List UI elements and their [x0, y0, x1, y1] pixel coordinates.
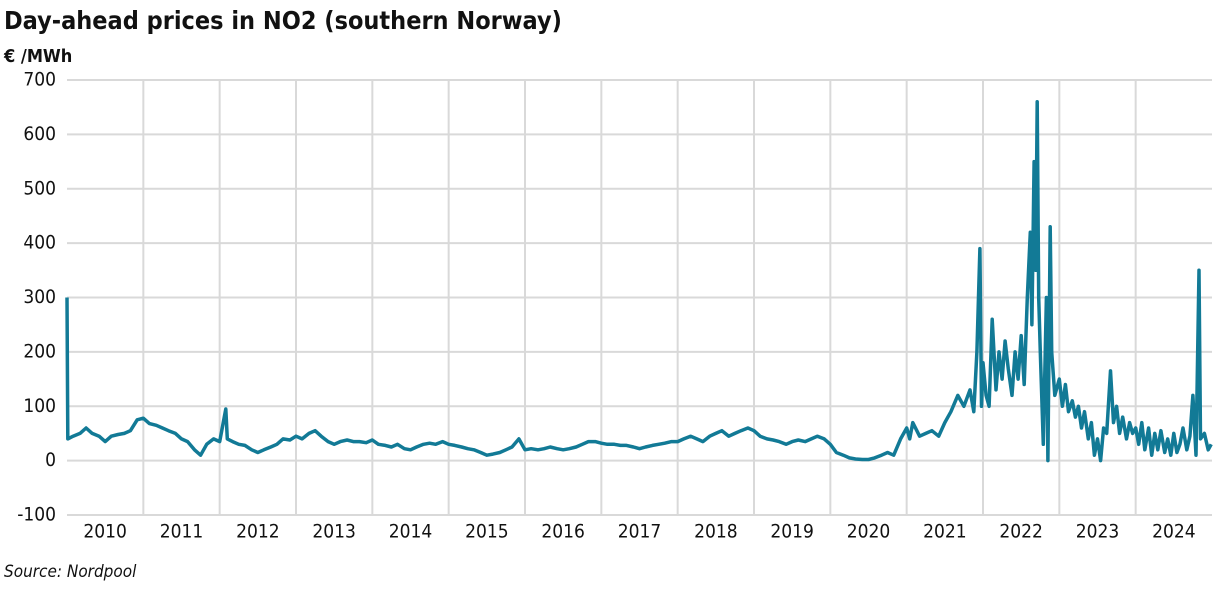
x-tick-label: 2016 — [541, 521, 585, 543]
x-tick-label: 2024 — [1152, 521, 1196, 543]
source: Source: Nordpool — [4, 562, 137, 582]
x-tick-label: 2018 — [694, 521, 738, 543]
y-tick-label: 300 — [23, 286, 56, 308]
x-tick-label: 2021 — [923, 521, 967, 543]
x-tick-label: 2013 — [312, 521, 356, 543]
x-tick-label: 2017 — [618, 521, 662, 543]
x-tick-label: 2023 — [1076, 521, 1120, 543]
x-tick-label: 2012 — [236, 521, 280, 543]
y-tick-label: 700 — [23, 69, 56, 91]
x-tick-label: 2015 — [465, 521, 509, 543]
x-tick-label: 2022 — [999, 521, 1043, 543]
y-tick-label: 500 — [23, 177, 56, 199]
x-tick-label: 2014 — [389, 521, 433, 543]
y-tick-label: 100 — [23, 395, 56, 417]
x-tick-label: 2010 — [83, 521, 127, 543]
chart-title: Day-ahead prices in NO2 (southern Norway… — [4, 6, 562, 35]
y-tick-label: 600 — [23, 123, 56, 145]
y-tick-label: 0 — [45, 449, 56, 471]
y-axis-label: € /MWh — [3, 46, 72, 67]
x-tick-label: 2019 — [770, 521, 814, 543]
y-tick-label: 400 — [23, 232, 56, 254]
x-tick-label: 2011 — [160, 521, 204, 543]
x-tick-label: 2020 — [847, 521, 891, 543]
price-line — [65, 100, 1213, 463]
y-tick-label: -100 — [17, 504, 56, 526]
y-tick-label: 200 — [23, 340, 56, 362]
